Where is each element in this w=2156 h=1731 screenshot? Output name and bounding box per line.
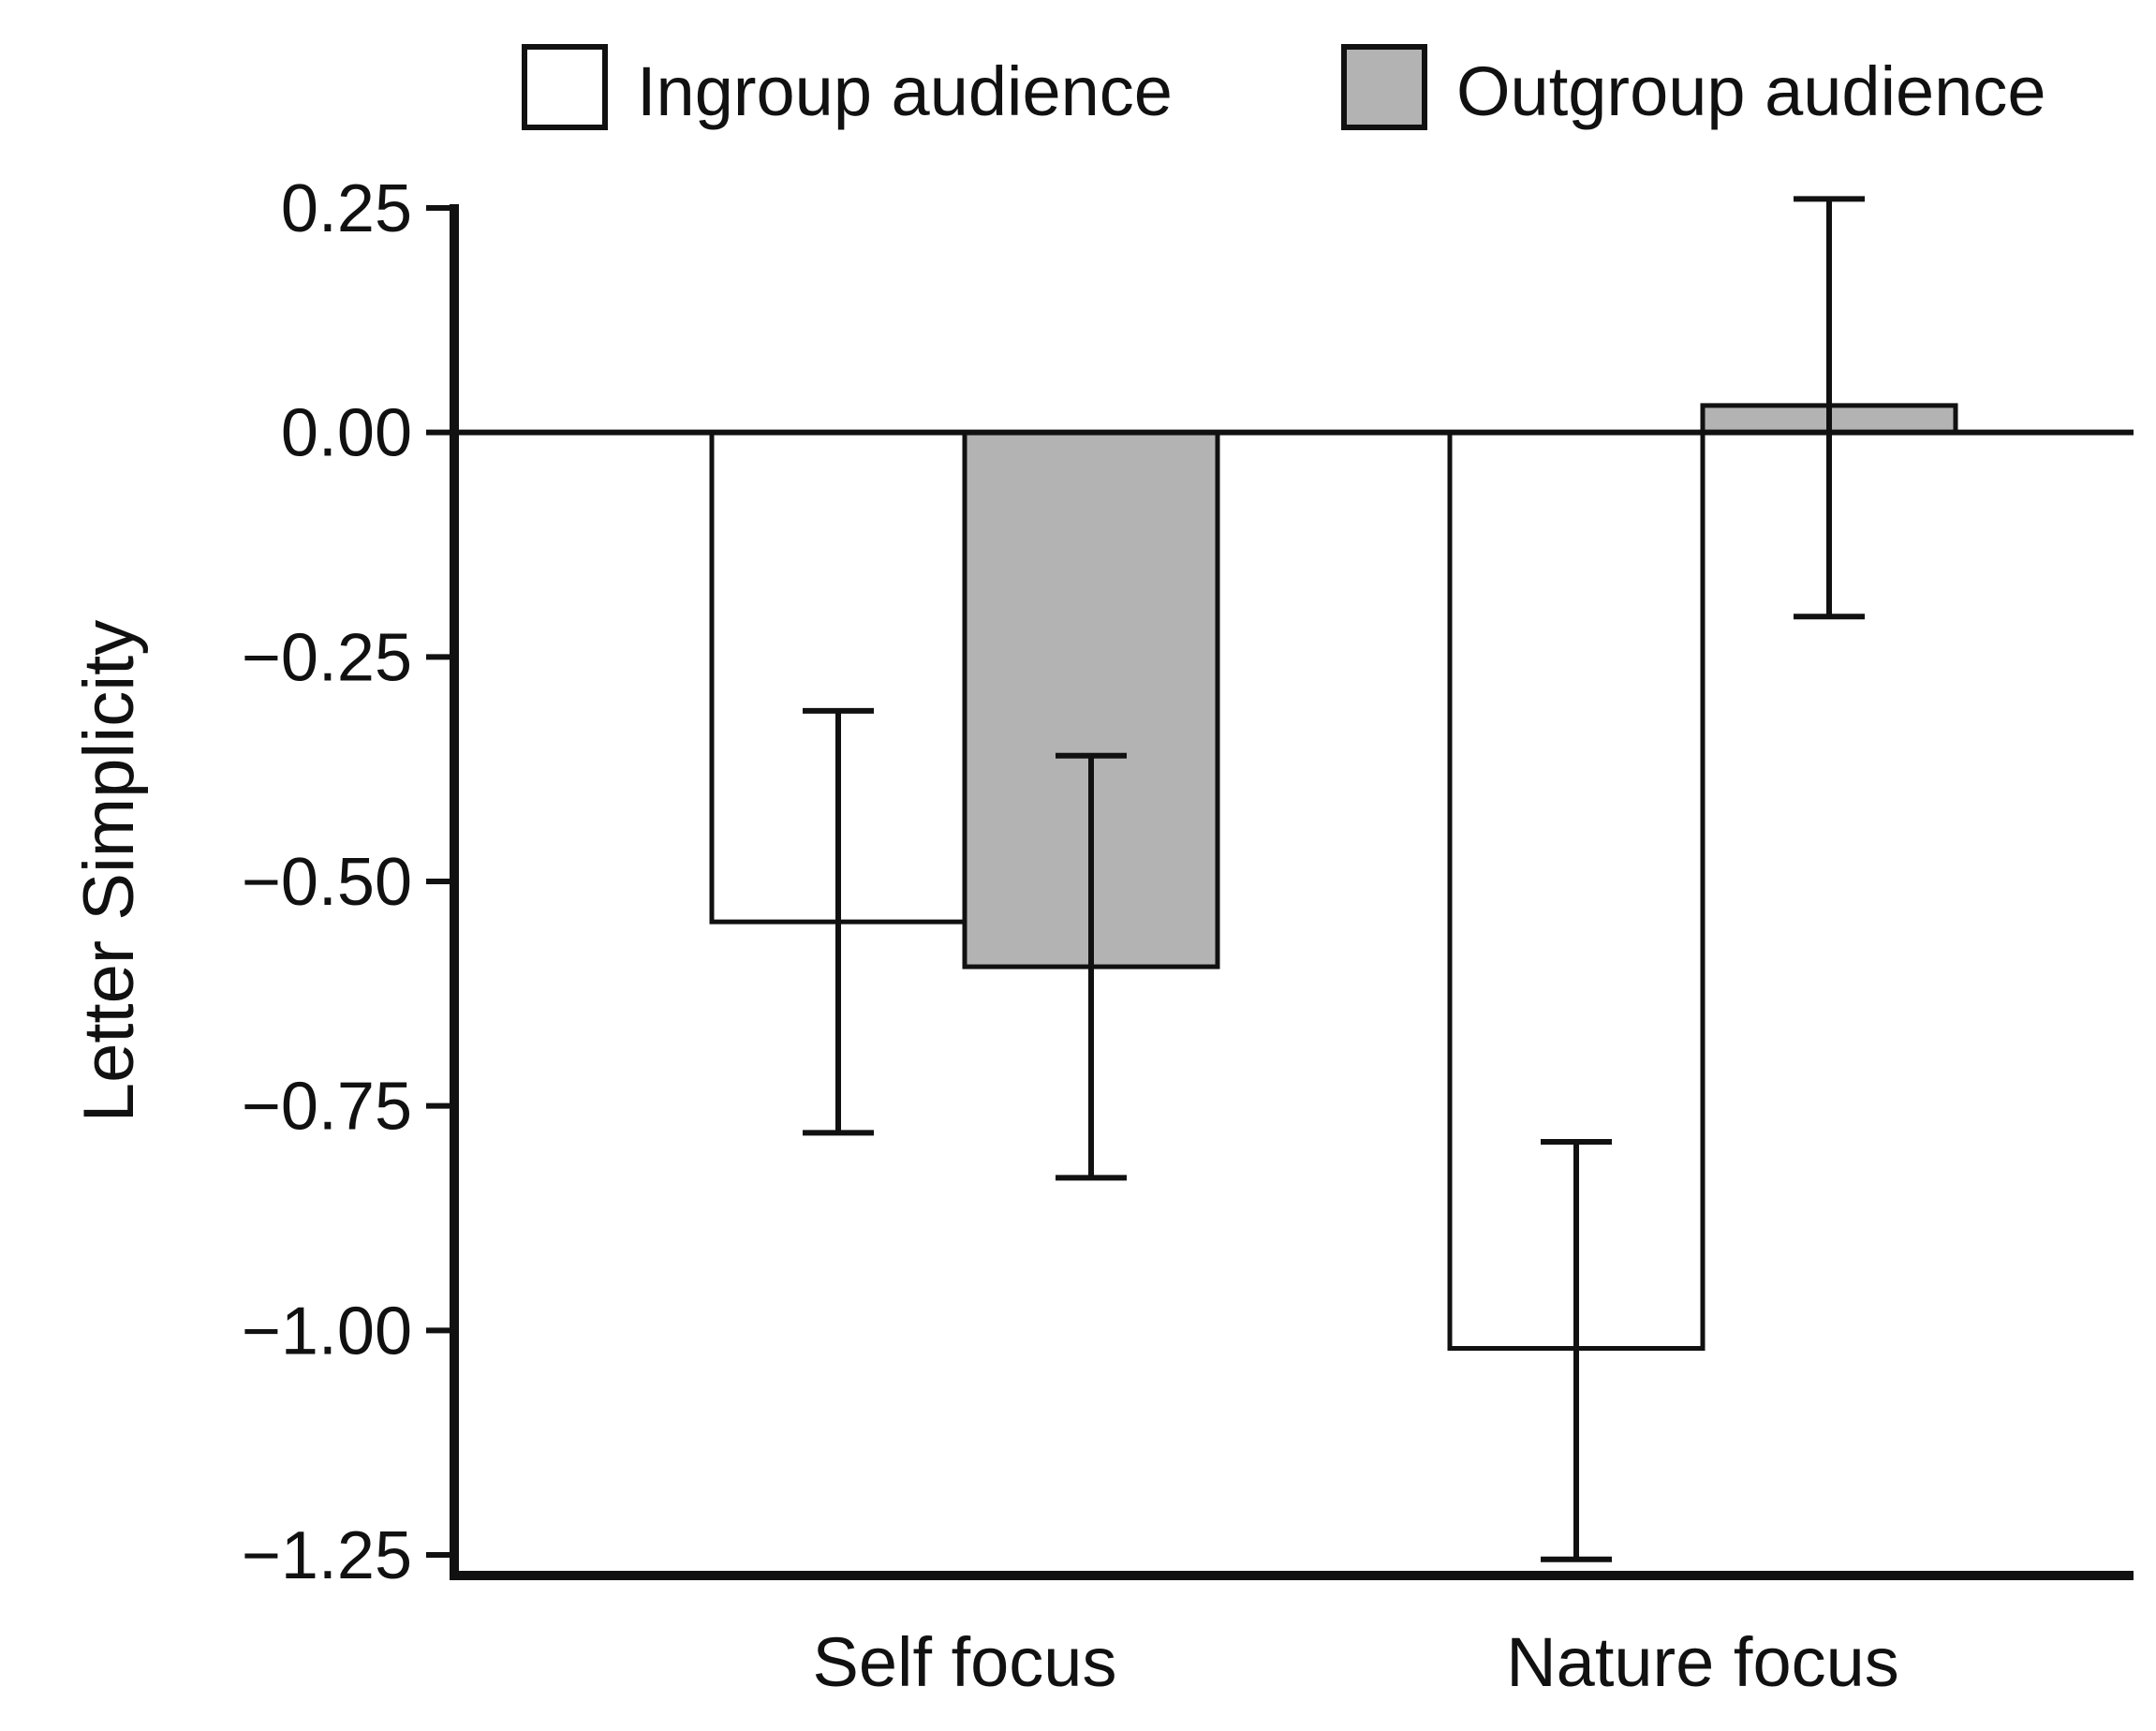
legend-swatch-ingroup [522, 44, 608, 130]
y-tick-label: −0.75 [242, 1070, 412, 1145]
category-label: Self focus [813, 1623, 1117, 1701]
y-axis-title: Letter Simplicity [69, 620, 149, 1122]
legend-label-outgroup: Outgroup audience [1456, 52, 2045, 130]
y-tick-label: −0.50 [242, 845, 412, 920]
legend-swatch-outgroup [1341, 44, 1427, 130]
y-tick-label: −1.25 [242, 1518, 412, 1593]
legend: Ingroup audience Outgroup audience [522, 44, 2045, 130]
y-tick-label: −0.25 [242, 620, 412, 695]
category-label: Nature focus [1506, 1623, 1899, 1701]
legend-label-ingroup: Ingroup audience [637, 52, 1173, 130]
y-tick-label: 0.25 [281, 171, 412, 246]
plot-area: 0.25 0.00 −0.25 −0.50 −0.75 −1.00 −1.25 Self fo… [242, 171, 2134, 1701]
y-tick-label: 0.00 [281, 396, 412, 471]
y-tick-label: −1.00 [242, 1294, 412, 1369]
